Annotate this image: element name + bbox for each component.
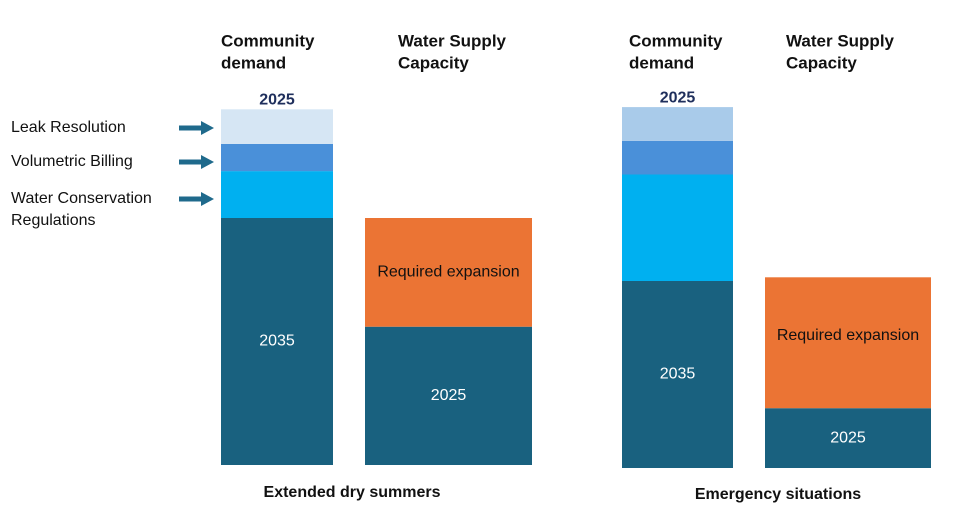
legend-label-leak-resolution: Leak Resolution — [11, 119, 126, 136]
demand-bar-conservation_regulations-extended-dry-summers — [221, 171, 333, 218]
capacity-header-extended-dry-summers-line2: Capacity — [398, 53, 469, 72]
legend-arrow-shaft-leak-resolution — [179, 125, 203, 131]
demand-bar-leak_resolution-extended-dry-summers — [221, 109, 333, 144]
legend-label-water-conservation-regulations-line2: Regulations — [11, 212, 96, 229]
capacity-bar-required_expansion-extended-dry-summers — [365, 218, 532, 327]
demand-label-base-extended-dry-summers: 2035 — [259, 333, 295, 350]
capacity-bar-required_expansion-emergency-situations — [765, 277, 931, 409]
demand-header-emergency-situations-line2: demand — [629, 53, 694, 72]
demand-header-extended-dry-summers-line1: Community — [221, 31, 315, 50]
demand-top-year-extended-dry-summers: 2025 — [259, 92, 295, 109]
scenario-label-emergency-situations: Emergency situations — [695, 486, 861, 503]
legend-arrow-icon-volumetric-billing — [201, 155, 214, 169]
demand-bar-leak_resolution-emergency-situations — [622, 107, 733, 141]
legend-arrow-shaft-water-conservation-regulations — [179, 196, 203, 202]
capacity-header-emergency-situations-line2: Capacity — [786, 53, 857, 72]
capacity-label-required_expansion-emergency-situations: Required expansion — [777, 327, 919, 344]
scenario-label-extended-dry-summers: Extended dry summers — [264, 484, 441, 501]
capacity-header-extended-dry-summers-line1: Water Supply — [398, 31, 507, 50]
demand-header-emergency-situations-line1: Community — [629, 31, 723, 50]
demand-header-extended-dry-summers-line2: demand — [221, 53, 286, 72]
capacity-header-emergency-situations-line1: Water Supply — [786, 31, 895, 50]
demand-bar-base-extended-dry-summers — [221, 218, 333, 465]
legend-label-volumetric-billing: Volumetric Billing — [11, 153, 133, 170]
capacity-bar-base-extended-dry-summers — [365, 326, 532, 465]
demand-bar-volumetric_billing-emergency-situations — [622, 140, 733, 175]
demand-top-year-emergency-situations: 2025 — [660, 89, 696, 106]
legend-label-water-conservation-regulations-line1: Water Conservation — [11, 190, 152, 207]
demand-bar-conservation_regulations-emergency-situations — [622, 174, 733, 281]
capacity-label-required_expansion-extended-dry-summers: Required expansion — [377, 264, 519, 281]
legend-arrow-icon-water-conservation-regulations — [201, 192, 214, 206]
legend-arrow-shaft-volumetric-billing — [179, 159, 203, 165]
capacity-bar-base-emergency-situations — [765, 408, 931, 468]
capacity-label-base-emergency-situations: 2025 — [830, 429, 866, 446]
demand-label-base-emergency-situations: 2035 — [660, 366, 696, 383]
legend-arrow-icon-leak-resolution — [201, 121, 214, 135]
capacity-label-base-extended-dry-summers: 2025 — [431, 387, 467, 404]
demand-bar-volumetric_billing-extended-dry-summers — [221, 143, 333, 172]
demand-bar-base-emergency-situations — [622, 281, 733, 468]
